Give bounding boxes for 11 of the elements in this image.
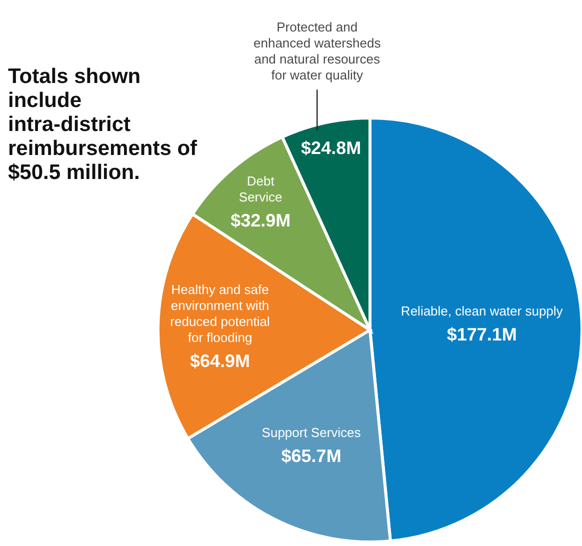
text: Totals shown include intra-district reimbursements of $50.5 million. xyxy=(8,65,198,184)
slice-label: Healthy and safe environment with reduced potential for flooding xyxy=(170,282,270,345)
data-label: $177.1M xyxy=(446,324,517,345)
slice-label: Debt Service xyxy=(238,174,282,205)
data-label: $32.9M xyxy=(230,210,291,231)
slice-label: Reliable, clean water supply xyxy=(400,304,564,319)
data-label: $65.7M xyxy=(281,446,342,466)
slice-label: Protected and enhanced watersheds and natural resources for water quality xyxy=(253,20,382,83)
slice-label: Support Services xyxy=(262,424,362,440)
data-label: $64.9M xyxy=(190,350,250,371)
data-label: $24.8M xyxy=(301,138,362,158)
